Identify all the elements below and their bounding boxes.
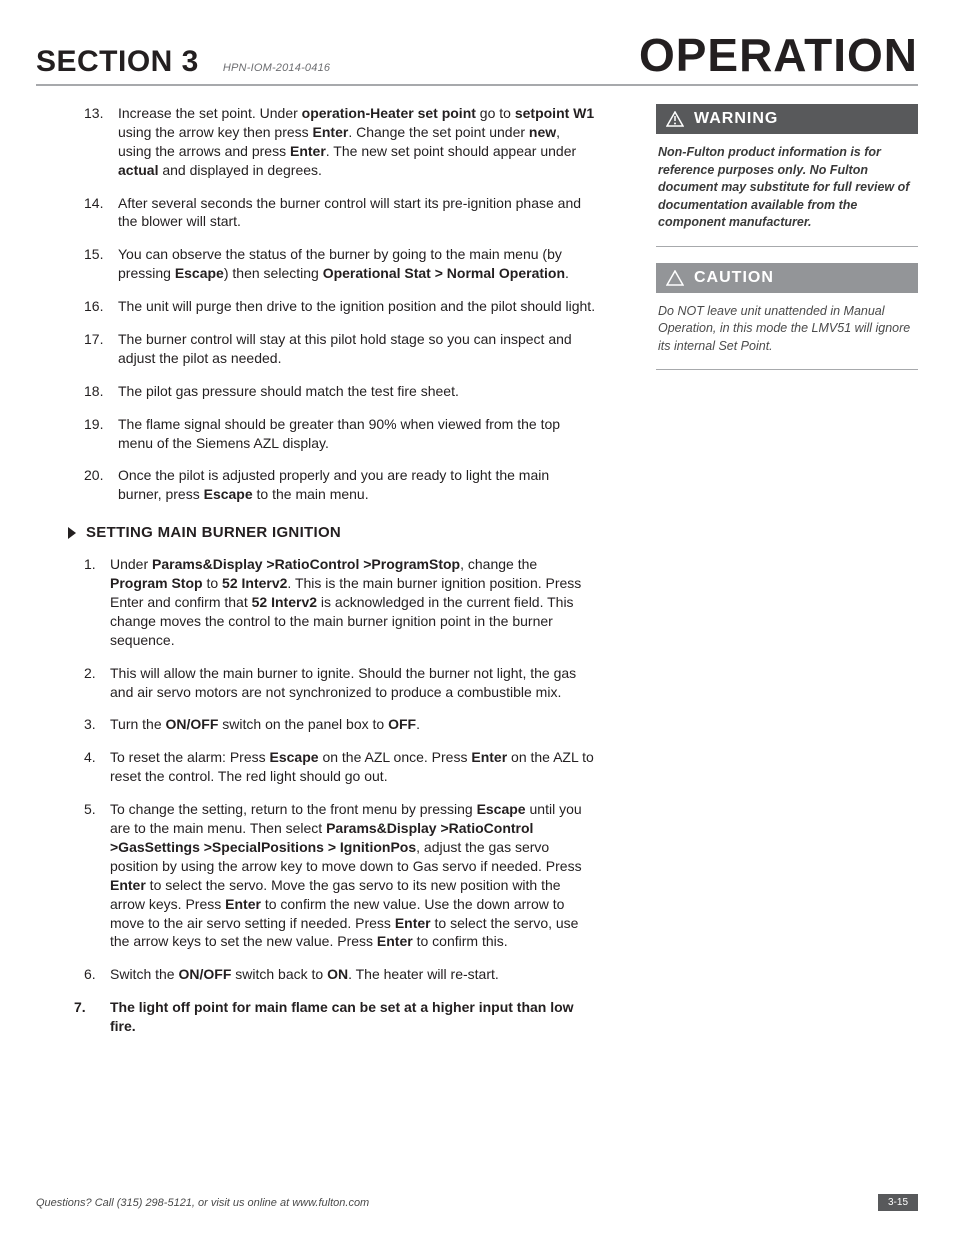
subsection-heading: SETTING MAIN BURNER IGNITION xyxy=(68,524,596,541)
item-number: 15. xyxy=(84,245,118,283)
item-number: 13. xyxy=(84,104,118,180)
list-item: 20.Once the pilot is adjusted properly a… xyxy=(84,466,596,504)
item-text: Switch the ON/OFF switch back to ON. The… xyxy=(110,965,596,984)
item-number: 3. xyxy=(84,715,110,734)
item-text: Under Params&Display >RatioControl >Prog… xyxy=(110,555,596,649)
sub-procedure-list: 1.Under Params&Display >RatioControl >Pr… xyxy=(84,555,596,1036)
item-text: The flame signal should be greater than … xyxy=(118,415,596,453)
subsection-label: SETTING MAIN BURNER IGNITION xyxy=(86,524,341,541)
item-number: 20. xyxy=(84,466,118,504)
item-number: 4. xyxy=(84,748,110,786)
item-text: The burner control will stay at this pil… xyxy=(118,330,596,368)
item-number: 5. xyxy=(84,800,110,951)
warning-box: WARNING Non-Fulton product information i… xyxy=(656,104,918,247)
item-number: 1. xyxy=(84,555,110,649)
item-text: This will allow the main burner to ignit… xyxy=(110,664,596,702)
list-item: 3.Turn the ON/OFF switch on the panel bo… xyxy=(84,715,596,734)
list-item: 16.The unit will purge then drive to the… xyxy=(84,297,596,316)
list-item: 2.This will allow the main burner to ign… xyxy=(84,664,596,702)
item-number: 2. xyxy=(84,664,110,702)
item-number: 14. xyxy=(84,194,118,232)
list-item: 13.Increase the set point. Under operati… xyxy=(84,104,596,180)
item-text: Increase the set point. Under operation-… xyxy=(118,104,596,180)
content-area: 13.Increase the set point. Under operati… xyxy=(36,104,918,1050)
warning-header: WARNING xyxy=(656,104,918,134)
list-item: 14.After several seconds the burner cont… xyxy=(84,194,596,232)
item-text: The pilot gas pressure should match the … xyxy=(118,382,596,401)
item-text: Once the pilot is adjusted properly and … xyxy=(118,466,596,504)
warning-body: Non-Fulton product information is for re… xyxy=(656,134,918,247)
header-left: SECTION 3 HPN-IOM-2014-0416 xyxy=(36,45,330,79)
list-item: 7.The light off point for main flame can… xyxy=(84,998,596,1036)
item-number: 16. xyxy=(84,297,118,316)
item-text: To reset the alarm: Press Escape on the … xyxy=(110,748,596,786)
item-number: 6. xyxy=(84,965,110,984)
page-title: OPERATION xyxy=(639,28,918,82)
list-item: 15.You can observe the status of the bur… xyxy=(84,245,596,283)
page-header: SECTION 3 HPN-IOM-2014-0416 OPERATION xyxy=(36,28,918,86)
item-text: The unit will purge then drive to the ig… xyxy=(118,297,596,316)
caution-body: Do NOT leave unit unattended in Manual O… xyxy=(656,293,918,371)
warning-icon xyxy=(666,111,684,127)
sidebar-column: WARNING Non-Fulton product information i… xyxy=(656,104,918,1050)
footer-contact: Questions? Call (315) 298-5121, or visit… xyxy=(36,1197,369,1209)
item-text: The light off point for main flame can b… xyxy=(110,998,596,1036)
document-code: HPN-IOM-2014-0416 xyxy=(223,62,330,74)
list-item: 6.Switch the ON/OFF switch back to ON. T… xyxy=(84,965,596,984)
list-item: 1.Under Params&Display >RatioControl >Pr… xyxy=(84,555,596,649)
caution-header: CAUTION xyxy=(656,263,918,293)
item-text: Turn the ON/OFF switch on the panel box … xyxy=(110,715,596,734)
item-text: You can observe the status of the burner… xyxy=(118,245,596,283)
page-number: 3-15 xyxy=(878,1194,918,1211)
item-text: To change the setting, return to the fro… xyxy=(110,800,596,951)
triangle-bullet-icon xyxy=(68,527,76,539)
list-item: 18.The pilot gas pressure should match t… xyxy=(84,382,596,401)
list-item: 4.To reset the alarm: Press Escape on th… xyxy=(84,748,596,786)
procedure-list-continued: 13.Increase the set point. Under operati… xyxy=(84,104,596,504)
warning-label: WARNING xyxy=(694,110,778,128)
section-label: SECTION 3 xyxy=(36,45,199,79)
item-number: 17. xyxy=(84,330,118,368)
item-number: 19. xyxy=(84,415,118,453)
caution-label: CAUTION xyxy=(694,269,774,287)
list-item: 17.The burner control will stay at this … xyxy=(84,330,596,368)
list-item: 5.To change the setting, return to the f… xyxy=(84,800,596,951)
caution-box: CAUTION Do NOT leave unit unattended in … xyxy=(656,263,918,371)
list-item: 19.The flame signal should be greater th… xyxy=(84,415,596,453)
main-column: 13.Increase the set point. Under operati… xyxy=(36,104,596,1050)
item-number: 7. xyxy=(74,998,110,1036)
item-number: 18. xyxy=(84,382,118,401)
item-text: After several seconds the burner control… xyxy=(118,194,596,232)
page-footer: Questions? Call (315) 298-5121, or visit… xyxy=(36,1194,918,1211)
caution-icon xyxy=(666,270,684,286)
